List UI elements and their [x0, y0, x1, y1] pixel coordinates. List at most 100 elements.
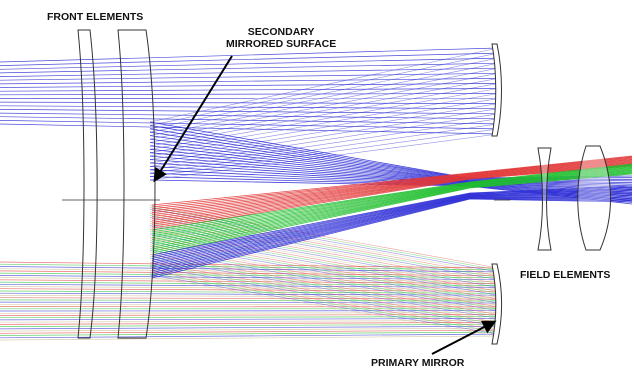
ray-bundles-upper [149, 121, 633, 279]
ray-blue-reflected [149, 62, 499, 133]
ray-blue-incoming [0, 57, 499, 70]
ray-lower-incoming [0, 312, 499, 314]
secondary-label-line-2: MIRRORED SURFACE [226, 38, 337, 50]
ray-lower-reflected [149, 254, 499, 315]
ray-blue-reflected [149, 123, 499, 174]
ray-converging [151, 171, 633, 250]
ray-lower-reflected [149, 215, 499, 278]
ray-blue-incoming [0, 101, 499, 104]
ray-blue-incoming [0, 123, 499, 135]
ray-lower-reflected [149, 212, 499, 277]
ray-lower-reflected [149, 270, 499, 331]
primary-mirror-pointer-arrow [431, 320, 497, 355]
ray-blue-reflected [149, 118, 499, 171]
ray-converging [151, 161, 633, 221]
field-elements-label: FIELD ELEMENTS [520, 269, 611, 281]
field-lens-1 [537, 147, 552, 251]
ray-blue-incoming [0, 52, 499, 66]
ray-blue-reflected [149, 57, 499, 130]
optical-elements [62, 29, 611, 345]
ray-lower-incoming [0, 325, 499, 330]
secondary-label-line-1: SECONDARY [247, 26, 315, 38]
ray-lower-reflected [149, 268, 499, 329]
ray-lower-incoming [0, 301, 499, 304]
ray-lower-reflected [149, 276, 499, 337]
ray-blue-to-focus [149, 142, 633, 187]
ray-converging [151, 159, 633, 215]
ray-blue-incoming [0, 67, 499, 77]
ray-blue-reflected [149, 133, 499, 181]
ray-lower-incoming [0, 331, 499, 336]
ray-converging [151, 167, 633, 240]
ray-converging [151, 169, 633, 246]
ray-lower-incoming [0, 290, 499, 294]
ray-converging [151, 173, 633, 256]
primary-mirror-label: PRIMARY MIRROR [371, 357, 465, 369]
ray-lower-reflected [149, 262, 499, 323]
ray-converging [151, 165, 633, 235]
ray-blue-incoming [0, 72, 499, 81]
ray-lower-reflected [149, 272, 499, 333]
ray-lower-incoming [0, 303, 499, 306]
ray-lower-reflected [149, 252, 499, 313]
ray-lower-incoming [0, 320, 499, 323]
ray-lower-reflected [149, 217, 499, 280]
ray-lower-reflected [149, 231, 499, 294]
ray-lower-reflected [149, 274, 499, 335]
ray-lower-incoming [0, 329, 499, 334]
ray-blue-reflected [149, 103, 499, 160]
secondary-mirrored-surface-label: SECONDARY MIRRORED SURFACE [226, 26, 336, 50]
front-elements-label: FRONT ELEMENTS [47, 11, 144, 23]
ray-converging [151, 163, 633, 225]
ray-bundles-lower [0, 47, 499, 341]
ray-lower-reflected [149, 204, 499, 269]
ray-lower-reflected [149, 225, 499, 288]
ray-blue-incoming [0, 120, 499, 130]
ray-blue-incoming [0, 83, 499, 88]
ray-converging [151, 166, 633, 239]
ray-blue-reflected [149, 113, 499, 167]
primary-mirror-lower [491, 263, 502, 345]
ray-lower-incoming [0, 295, 499, 298]
ray-blue-incoming [0, 62, 499, 74]
primary-mirror-upper [491, 43, 502, 137]
ray-blue-reflected [149, 108, 499, 164]
ray-lower-incoming [0, 323, 499, 327]
ray-converging [151, 172, 633, 254]
ray-converging [151, 169, 633, 244]
ray-lower-reflected [149, 264, 499, 325]
ray-lower-incoming [0, 292, 499, 296]
front-lens-1 [77, 29, 98, 339]
ray-converging [151, 157, 633, 210]
ray-blue-incoming [0, 88, 499, 92]
ray-lower-incoming [0, 318, 499, 321]
ray-blue-incoming [0, 78, 499, 85]
ray-lower-incoming [0, 297, 499, 300]
ray-lower-reflected [149, 237, 499, 300]
ray-lower-reflected [149, 260, 499, 321]
ray-lower-reflected [149, 243, 499, 306]
ray-lower-incoming [0, 299, 499, 302]
ray-lower-incoming [0, 314, 499, 316]
ray-blue-reflected [149, 73, 499, 140]
ray-blue-reflected [149, 67, 499, 136]
ray-converging [151, 161, 633, 219]
ray-lower-incoming [0, 333, 499, 339]
pointer-arrows [153, 55, 497, 355]
field-lens-2 [577, 145, 611, 251]
ray-lower-reflected [149, 266, 499, 327]
front-lens-2 [117, 29, 156, 339]
ray-blue-to-focus [149, 135, 633, 183]
ray-lower-reflected [149, 258, 499, 319]
ray-lower-incoming [0, 322, 499, 325]
ray-lower-incoming [0, 335, 499, 341]
ray-lower-incoming [0, 316, 499, 319]
ray-lower-reflected [149, 223, 499, 286]
ray-converging [151, 155, 633, 206]
ray-lower-reflected [149, 241, 499, 304]
ray-lower-reflected [149, 256, 499, 317]
ray-blue-incoming [0, 109, 499, 115]
ray-blue-incoming [0, 93, 499, 96]
